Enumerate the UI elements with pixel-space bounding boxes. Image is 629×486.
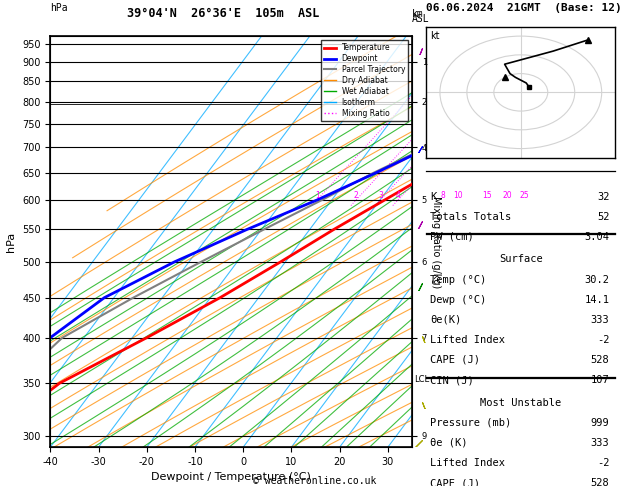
Text: 1: 1	[314, 191, 320, 200]
Text: 333: 333	[591, 438, 610, 448]
Text: km: km	[412, 9, 424, 19]
Text: -2: -2	[597, 335, 610, 345]
Y-axis label: Mixing Ratio (g/kg): Mixing Ratio (g/kg)	[431, 196, 441, 288]
Text: 14.1: 14.1	[584, 295, 610, 305]
Text: 10: 10	[454, 191, 463, 200]
Text: 2: 2	[354, 191, 359, 200]
Text: θe (K): θe (K)	[430, 438, 468, 448]
Text: Pressure (mb): Pressure (mb)	[430, 418, 511, 428]
Text: 4: 4	[396, 191, 401, 200]
Text: 3.04: 3.04	[584, 232, 610, 242]
Text: 06.06.2024  21GMT  (Base: 12): 06.06.2024 21GMT (Base: 12)	[426, 3, 622, 13]
Text: kt: kt	[430, 31, 440, 41]
Text: 8: 8	[441, 191, 445, 200]
Text: θe(K): θe(K)	[430, 315, 462, 325]
Text: hPa: hPa	[50, 3, 68, 13]
Text: 30.2: 30.2	[584, 275, 610, 284]
Text: ASL: ASL	[412, 14, 430, 24]
Text: K: K	[430, 191, 437, 202]
Text: 15: 15	[482, 191, 492, 200]
Text: © weatheronline.co.uk: © weatheronline.co.uk	[253, 476, 376, 486]
X-axis label: Dewpoint / Temperature (°C): Dewpoint / Temperature (°C)	[151, 472, 311, 483]
Y-axis label: hPa: hPa	[6, 232, 16, 252]
Text: 20: 20	[503, 191, 513, 200]
Text: Surface: Surface	[499, 254, 543, 264]
Text: 528: 528	[591, 355, 610, 365]
Text: Most Unstable: Most Unstable	[480, 398, 562, 408]
Text: PW (cm): PW (cm)	[430, 232, 474, 242]
Text: 39°04'N  26°36'E  105m  ASL: 39°04'N 26°36'E 105m ASL	[127, 7, 320, 20]
Text: Totals Totals: Totals Totals	[430, 212, 511, 222]
Text: Temp (°C): Temp (°C)	[430, 275, 486, 284]
Text: -2: -2	[597, 458, 610, 468]
Text: LCL: LCL	[414, 375, 429, 384]
Text: 52: 52	[597, 212, 610, 222]
Text: 3: 3	[378, 191, 383, 200]
Text: 32: 32	[597, 191, 610, 202]
Text: CAPE (J): CAPE (J)	[430, 355, 480, 365]
Text: 333: 333	[591, 315, 610, 325]
Text: CAPE (J): CAPE (J)	[430, 478, 480, 486]
Text: CIN (J): CIN (J)	[430, 375, 474, 385]
Text: 999: 999	[591, 418, 610, 428]
Text: 528: 528	[591, 478, 610, 486]
Text: Dewp (°C): Dewp (°C)	[430, 295, 486, 305]
Text: Lifted Index: Lifted Index	[430, 335, 505, 345]
Text: Lifted Index: Lifted Index	[430, 458, 505, 468]
Legend: Temperature, Dewpoint, Parcel Trajectory, Dry Adiabat, Wet Adiabat, Isotherm, Mi: Temperature, Dewpoint, Parcel Trajectory…	[321, 40, 408, 121]
Text: 25: 25	[520, 191, 529, 200]
Text: 107: 107	[591, 375, 610, 385]
